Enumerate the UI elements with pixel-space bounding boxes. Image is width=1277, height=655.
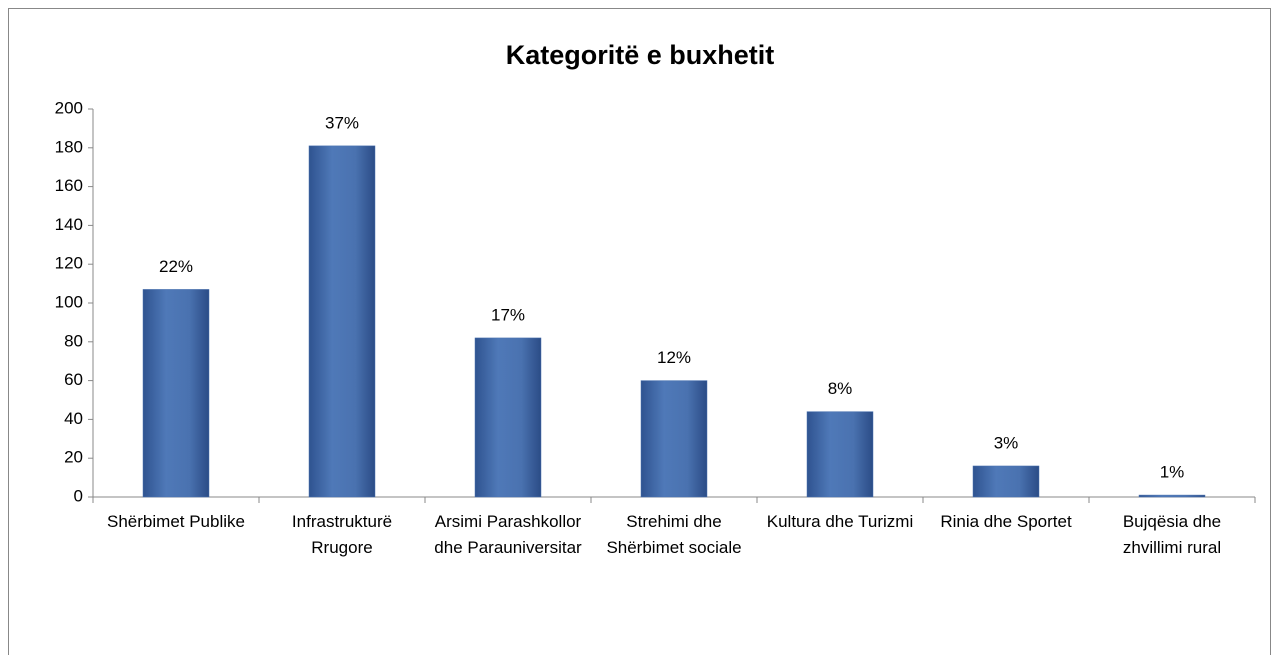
x-tick-label: Kultura dhe Turizmi [766, 512, 914, 531]
y-tick-label: 160 [55, 176, 83, 195]
data-label: 3% [994, 433, 1019, 452]
x-tick-label: Infrastrukturë Rrugore [291, 512, 393, 557]
bar [640, 380, 708, 498]
x-tick-label: Shërbimet Publike [107, 512, 245, 531]
x-tick-label: Bujqësia dhe zhvillimi rural [1122, 512, 1222, 557]
data-label: 1% [1160, 463, 1185, 482]
bar [1138, 494, 1206, 498]
y-tick-label: 140 [55, 215, 83, 234]
bar [142, 289, 210, 498]
bar [972, 465, 1040, 498]
chart-title: Kategoritë e buxhetit [506, 40, 775, 70]
y-tick-label: 20 [64, 448, 83, 467]
y-tick-label: 60 [64, 370, 83, 389]
x-tick-label: Arsimi Parashkollor dhe Parauniversitar [434, 512, 582, 557]
data-label: 22% [159, 257, 193, 276]
data-label: 8% [828, 379, 853, 398]
data-label: 37% [325, 113, 359, 132]
y-tick-label: 180 [55, 137, 83, 156]
bar [308, 145, 376, 498]
bar [806, 411, 874, 498]
y-tick-label: 80 [64, 331, 83, 350]
data-label: 17% [491, 305, 525, 324]
x-tick-label: Rinia dhe Sportet [940, 512, 1072, 531]
y-tick-label: 0 [74, 486, 83, 505]
y-tick-label: 40 [64, 409, 83, 428]
y-tick-label: 200 [55, 98, 83, 117]
bar [474, 337, 542, 498]
x-tick-label: Strehimi dhe Shërbimet sociale [606, 512, 742, 557]
y-tick-label: 120 [55, 254, 83, 273]
chart-frame [8, 8, 1271, 655]
data-label: 12% [657, 348, 691, 367]
y-tick-label: 100 [55, 292, 83, 311]
